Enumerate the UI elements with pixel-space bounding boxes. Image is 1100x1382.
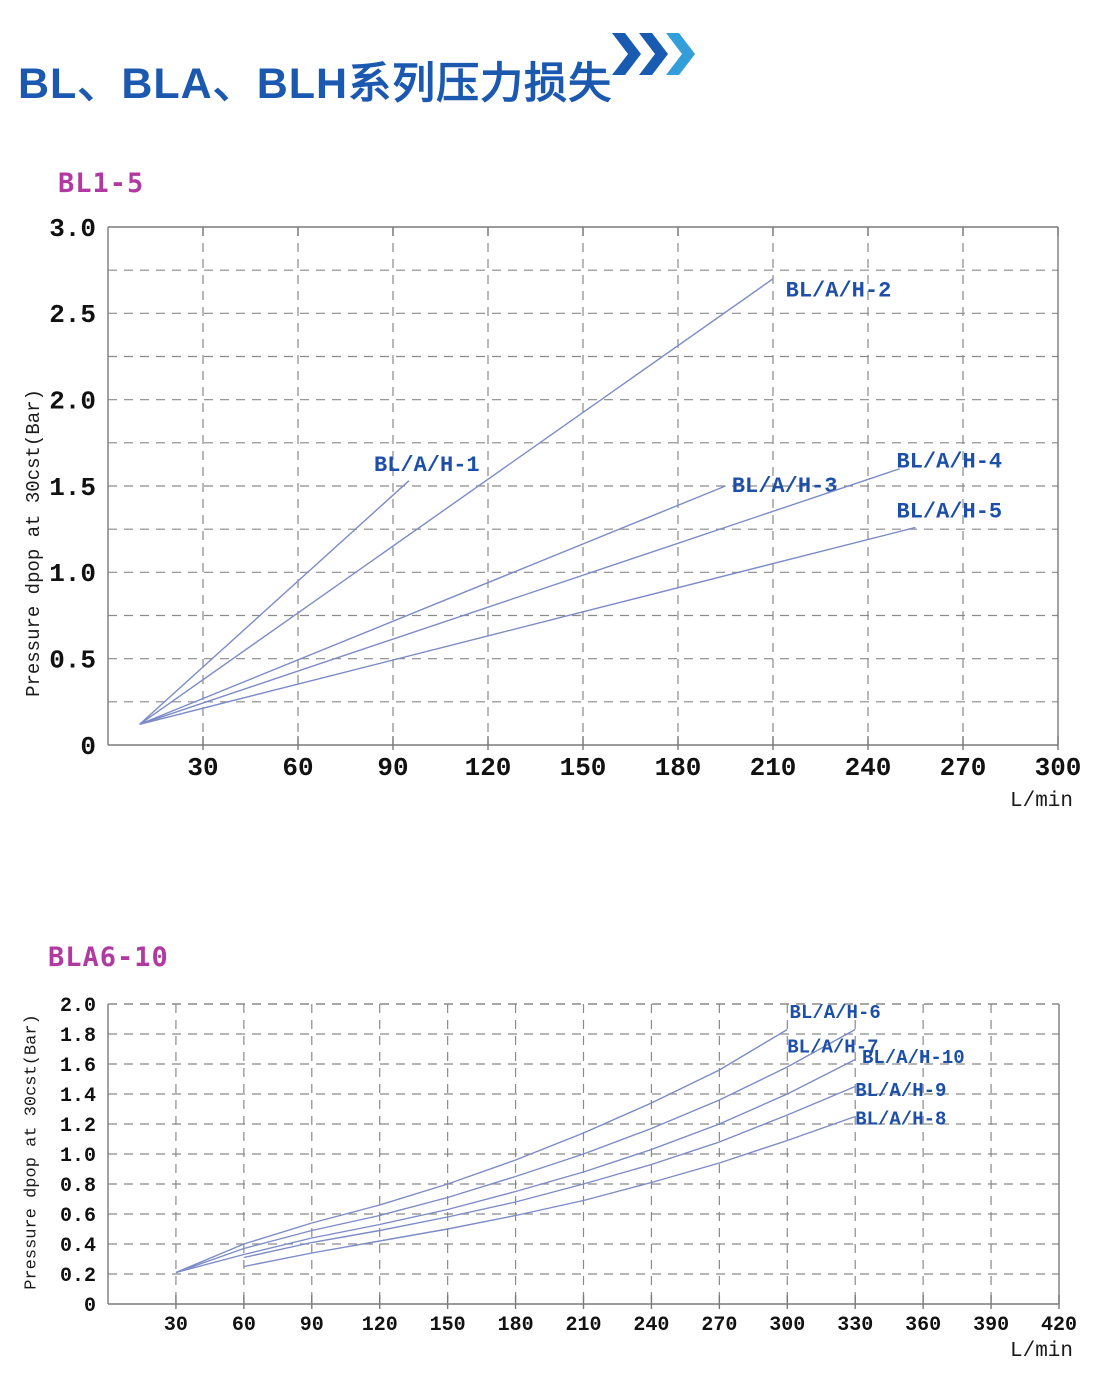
x-tick-label: 240 bbox=[633, 1314, 669, 1337]
x-tick-label: 60 bbox=[232, 1314, 256, 1337]
curve-label: BL/A/H-2 bbox=[786, 279, 892, 304]
x-tick-label: 420 bbox=[1041, 1314, 1077, 1337]
curve-bl-a-h-7 bbox=[175, 1028, 856, 1274]
x-tick-label: 150 bbox=[560, 753, 607, 783]
curve-bl-a-h-6 bbox=[175, 1028, 788, 1274]
x-tick-label: 150 bbox=[430, 1314, 466, 1337]
y-tick-label: 0.6 bbox=[60, 1205, 96, 1228]
y-tick-label: 1.4 bbox=[60, 1085, 96, 1108]
curve-bl-a-h-3 bbox=[139, 485, 726, 725]
y-tick-label: 1.2 bbox=[60, 1115, 96, 1138]
chart2-subtitle: BLA6-10 bbox=[48, 942, 169, 973]
y-tick-label: 0.4 bbox=[60, 1235, 96, 1258]
x-tick-label: 60 bbox=[282, 753, 313, 783]
y-tick-label: 3.0 bbox=[49, 214, 96, 244]
curve-label: BL/A/H-5 bbox=[897, 500, 1003, 525]
curve-bl-a-h-2 bbox=[139, 278, 774, 725]
curve-label: BL/A/H-10 bbox=[862, 1047, 965, 1069]
y-tick-label: 2.5 bbox=[49, 300, 96, 330]
chart1-subtitle: BL1-5 bbox=[58, 168, 145, 199]
curve-bl-a-h-10 bbox=[175, 1058, 856, 1274]
x-tick-label: 270 bbox=[701, 1314, 737, 1337]
y-tick-label: 0 bbox=[80, 732, 96, 762]
curve-label: BL/A/H-4 bbox=[897, 450, 1003, 475]
x-tick-label: 90 bbox=[377, 753, 408, 783]
y-tick-label: 2.0 bbox=[60, 995, 96, 1018]
x-tick-label: 210 bbox=[565, 1314, 601, 1337]
y-tick-label: 0.8 bbox=[60, 1175, 96, 1198]
curve-bl-a-h-9 bbox=[243, 1085, 856, 1259]
chart1-x-axis-unit: L/min bbox=[1010, 790, 1074, 813]
x-tick-label: 30 bbox=[164, 1314, 188, 1337]
x-tick-label: 120 bbox=[362, 1314, 398, 1337]
curve-label: BL/A/H-3 bbox=[732, 474, 838, 499]
curve-label: BL/A/H-6 bbox=[790, 1002, 881, 1024]
page-title: BL、BLA、BLH系列压力损失 bbox=[18, 59, 613, 108]
curve-bl-a-h-5 bbox=[139, 526, 916, 725]
y-tick-label: 1.0 bbox=[60, 1145, 96, 1168]
y-tick-label: 0.2 bbox=[60, 1265, 96, 1288]
y-tick-label: 1.5 bbox=[49, 473, 96, 503]
x-tick-label: 120 bbox=[465, 753, 512, 783]
y-tick-label: 1.0 bbox=[49, 559, 96, 589]
x-tick-label: 180 bbox=[498, 1314, 534, 1337]
curve-label: BL/A/H-9 bbox=[855, 1080, 946, 1102]
y-tick-label: 1.6 bbox=[60, 1055, 96, 1078]
x-tick-label: 90 bbox=[300, 1314, 324, 1337]
x-tick-label: 300 bbox=[1035, 753, 1082, 783]
x-tick-label: 270 bbox=[940, 753, 987, 783]
x-tick-label: 240 bbox=[845, 753, 892, 783]
x-tick-label: 360 bbox=[905, 1314, 941, 1337]
x-tick-label: 180 bbox=[655, 753, 702, 783]
curve-bl-a-h-4 bbox=[139, 468, 900, 725]
x-tick-label: 330 bbox=[837, 1314, 873, 1337]
y-tick-label: 0.5 bbox=[49, 646, 96, 676]
chart2-x-axis-unit: L/min bbox=[1010, 1340, 1074, 1363]
curve-bl-a-h-8 bbox=[243, 1115, 856, 1268]
forward-chevrons-icon bbox=[612, 32, 698, 76]
x-tick-label: 300 bbox=[769, 1314, 805, 1337]
curve-label: BL/A/H-7 bbox=[787, 1036, 878, 1058]
curve-label: BL/A/H-1 bbox=[374, 453, 480, 478]
curve-label: BL/A/H-8 bbox=[855, 1108, 946, 1130]
x-tick-label: 30 bbox=[187, 753, 218, 783]
curve-bl-a-h-1 bbox=[139, 480, 410, 725]
y-tick-label: 1.8 bbox=[60, 1025, 96, 1048]
y-tick-label: 0 bbox=[84, 1295, 96, 1318]
x-tick-label: 390 bbox=[973, 1314, 1009, 1337]
x-tick-label: 210 bbox=[750, 753, 797, 783]
y-tick-label: 2.0 bbox=[49, 387, 96, 417]
